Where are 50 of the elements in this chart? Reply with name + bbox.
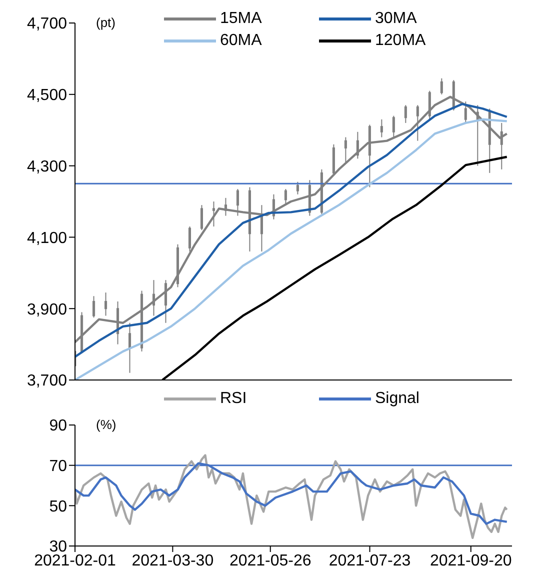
y-tick-label: 4,100 [26,230,68,247]
y-tick-label: 4,500 [26,87,68,104]
candlestick [200,204,203,231]
x-tick-label: 2021-09-20 [430,552,512,570]
x-tick-label: 2021-05-26 [229,552,312,570]
y-tick-label: 70 [49,458,68,476]
candlestick [440,78,443,95]
candlestick [296,181,299,195]
candlestick [500,122,503,170]
candlestick [344,136,347,163]
legend-label: RSI [220,390,247,408]
y-tick-label: 4,700 [26,16,68,33]
candlestick [404,104,407,124]
candlestick [224,197,227,216]
candlestick [272,194,275,220]
y-tick-label: 4,300 [26,158,68,176]
legend-label: 30MA [375,10,417,28]
x-tick-label: 2021-03-30 [132,552,214,570]
y-tick-label: 3,700 [26,372,68,390]
candlestick [188,226,192,252]
candlestick [164,280,168,324]
candlestick [212,201,215,227]
candlestick [392,115,395,138]
candlestick [476,104,479,166]
candlestick [236,188,239,216]
candlestick [104,292,108,316]
candlestick [380,118,383,138]
candlestick [368,124,371,188]
y-tick-label: 90 [49,418,68,435]
candlestick [320,168,323,214]
y-axis-title: (%) [96,417,116,432]
candlestick [284,188,287,206]
x-tick-label: 2021-02-01 [34,552,116,570]
candlestick [416,104,419,142]
legend-label: 15MA [220,10,262,28]
candlestick [128,322,132,374]
candlestick [92,296,96,318]
legend-label: 120MA [375,32,426,50]
candlestick [332,144,335,176]
line-series [75,462,508,525]
legend-label: Signal [375,390,420,408]
line-series [75,454,508,540]
y-tick-label: 50 [49,498,68,516]
candlestick [260,204,263,252]
x-tick-label: 2021-07-23 [328,552,411,570]
legend-label: 60MA [220,32,262,50]
y-axis-title: (pt) [96,15,116,30]
y-tick-label: 3,900 [26,301,68,318]
candlestick [464,101,467,124]
candlestick [176,244,180,288]
